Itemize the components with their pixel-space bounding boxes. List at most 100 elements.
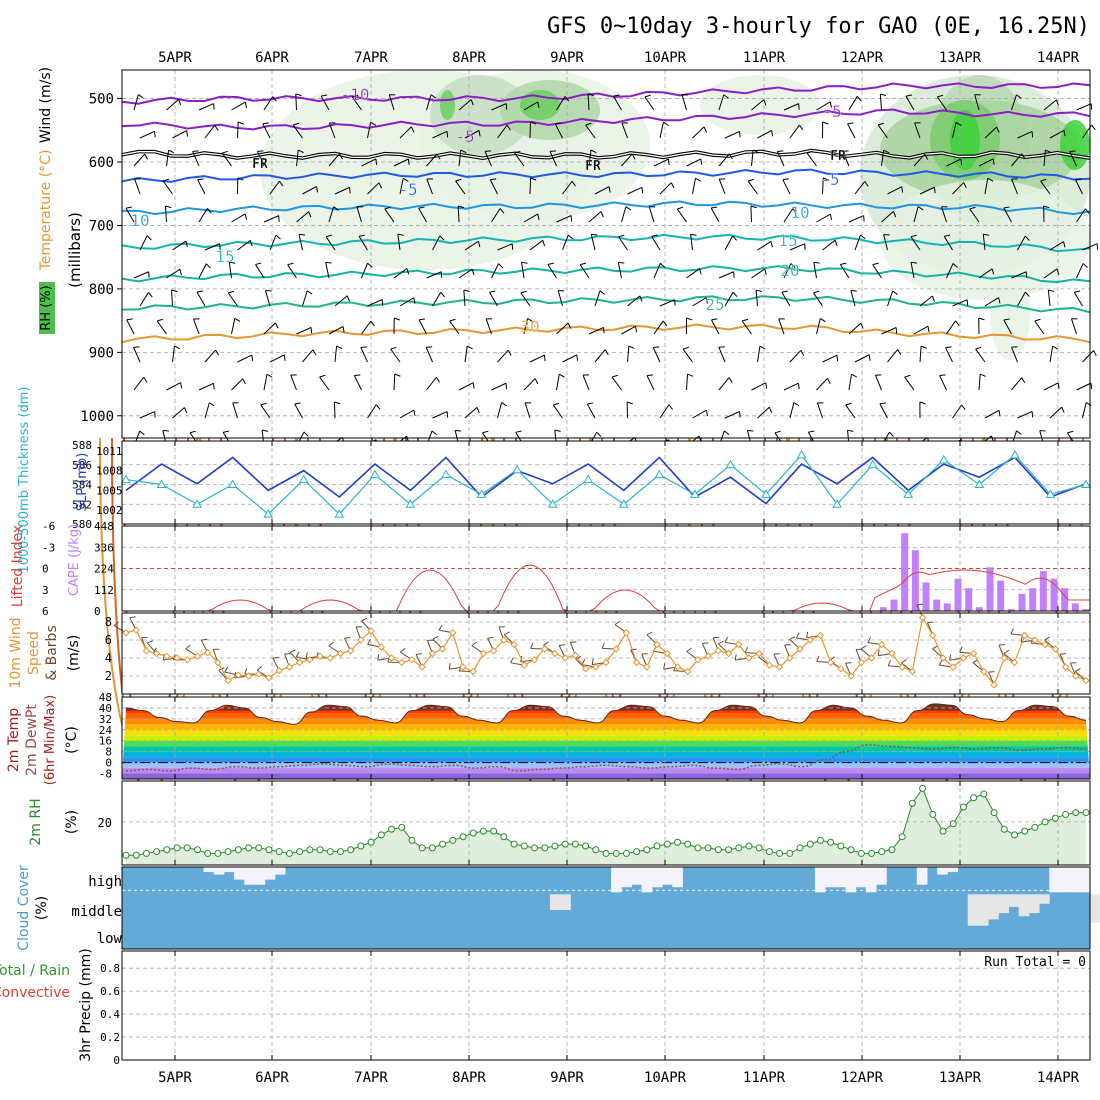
wind-barb — [399, 178, 404, 195]
wind-barb-flag — [770, 241, 773, 248]
cape-bar — [879, 607, 887, 611]
rh-marker — [408, 836, 416, 844]
rh-marker — [173, 844, 181, 852]
slp-axis-label: SLP (mb) — [75, 453, 90, 512]
wind-speed-marker — [1041, 640, 1049, 649]
top-date-label: 14APR — [1037, 50, 1080, 66]
precip-total-label: Total / Rain — [0, 963, 70, 979]
wind-barb-flag — [591, 233, 598, 236]
wind-barb — [139, 292, 149, 307]
wind-barb-flag — [932, 295, 935, 302]
rh-marker — [122, 851, 130, 859]
wind-barb-flag — [499, 208, 505, 214]
wind-speed-marker — [234, 671, 243, 679]
wind-barb-flag — [934, 187, 936, 194]
wind-barb-flag — [446, 131, 449, 138]
wind-barb — [296, 150, 299, 167]
wind-barb — [367, 299, 383, 307]
rh-marker — [316, 846, 324, 854]
wind-barb-flag — [334, 401, 341, 405]
wind-barb-flag — [144, 153, 149, 160]
thickness-marker — [761, 489, 771, 498]
wind-barb-flag — [234, 317, 241, 322]
wind-barb-flag — [963, 182, 967, 189]
wind-barb — [351, 96, 362, 111]
wind-barb — [204, 243, 220, 251]
slp-tick-label: 1008 — [96, 465, 123, 478]
wind-axis-label-3: & Barbs — [44, 625, 60, 681]
wind-barb-flag — [822, 121, 829, 125]
wind-speed-marker — [663, 649, 671, 658]
wind-barb — [156, 320, 167, 335]
wind-barb-flag — [197, 178, 204, 181]
wind-speed-marker — [152, 649, 161, 658]
wind-barb-flag — [484, 150, 491, 152]
cloud-cover-panel: high middle low Cloud Cover (%) — [16, 865, 1100, 951]
wind-barb — [1043, 382, 1059, 391]
wind-barb — [1034, 320, 1045, 335]
cape-bar — [1050, 578, 1058, 611]
wind-barb — [939, 375, 947, 391]
wind-barb — [724, 130, 740, 139]
wind-speed-marker — [428, 649, 437, 658]
wind-barb — [388, 94, 395, 111]
temperature-axis-label: Temperature (°C) — [38, 150, 54, 272]
wind-axis-label: Wind (m/s) — [38, 67, 54, 143]
wind-barb-flag — [295, 651, 300, 658]
wind-barb-flag — [996, 126, 1000, 133]
wind-barb-flag — [455, 178, 462, 182]
wind-barb-flag — [1024, 235, 1030, 241]
cloud-high-gap — [672, 867, 683, 888]
wind-barb — [842, 151, 850, 167]
precip-panel-background — [122, 951, 1090, 1060]
wind-barb — [360, 347, 368, 363]
cape-lifted-index-panel: 6 3 0 -3 -6 0 112 224 336 448 Lifted Index CAPE (J/… — [10, 520, 1091, 618]
wind-barb — [164, 206, 167, 223]
wind-speed-marker — [622, 629, 631, 637]
thickness-tick-label: 580 — [72, 518, 92, 531]
wind-tick-label: 2 — [105, 669, 112, 683]
wind-barb-flag — [501, 402, 507, 407]
wind-barb — [287, 264, 297, 279]
wind-barb-flag — [209, 402, 215, 407]
wind-barb-flag — [185, 241, 188, 248]
wind-barb — [457, 205, 460, 223]
wind-barb-flag — [867, 637, 871, 643]
rh-marker — [459, 833, 467, 841]
cape-bar — [922, 582, 930, 611]
wind-barb — [263, 215, 279, 223]
temp-tick-label: 8 — [105, 746, 112, 759]
wind-barb-flag — [415, 653, 423, 655]
cloud-high-gap — [621, 867, 632, 888]
wind-barb-flag — [228, 290, 235, 294]
wind-barb-flag — [527, 317, 533, 322]
top-date-axis: 5APR 6APR 7APR 8APR 9APR 10APR 11APR 12APR 13APR… — [158, 50, 1079, 66]
thickness-marker — [227, 479, 238, 488]
wind-barb-flag — [883, 149, 890, 154]
rh-marker — [643, 846, 651, 854]
wind-barb-flag — [377, 654, 380, 661]
rh-marker — [541, 844, 549, 852]
rh-marker — [439, 840, 447, 848]
rh-marker — [255, 844, 263, 852]
wind-barb — [491, 103, 507, 111]
wind-barb — [651, 236, 661, 251]
cloud-middle-bar — [1090, 894, 1100, 923]
wind-barb — [904, 376, 915, 391]
wind-barb-flag — [798, 124, 804, 131]
thickness-marker — [547, 499, 558, 508]
top-date-label: 9APR — [550, 50, 584, 66]
wind-barb-flag — [163, 178, 170, 182]
cape-tick-label: 448 — [94, 520, 114, 533]
thickness-marker — [796, 449, 807, 459]
wind-speed-marker — [796, 645, 804, 653]
wind-barb — [139, 411, 155, 419]
rh-marker — [142, 849, 150, 857]
wind-barb-flag — [125, 206, 132, 209]
wind-barb — [328, 122, 336, 139]
wind-barb-flag — [321, 94, 328, 97]
wind-barb-flag — [1031, 131, 1034, 138]
wind-barb-flag — [312, 349, 317, 356]
wind-barb-flag — [728, 153, 733, 160]
wind-barb-flag — [260, 402, 267, 406]
